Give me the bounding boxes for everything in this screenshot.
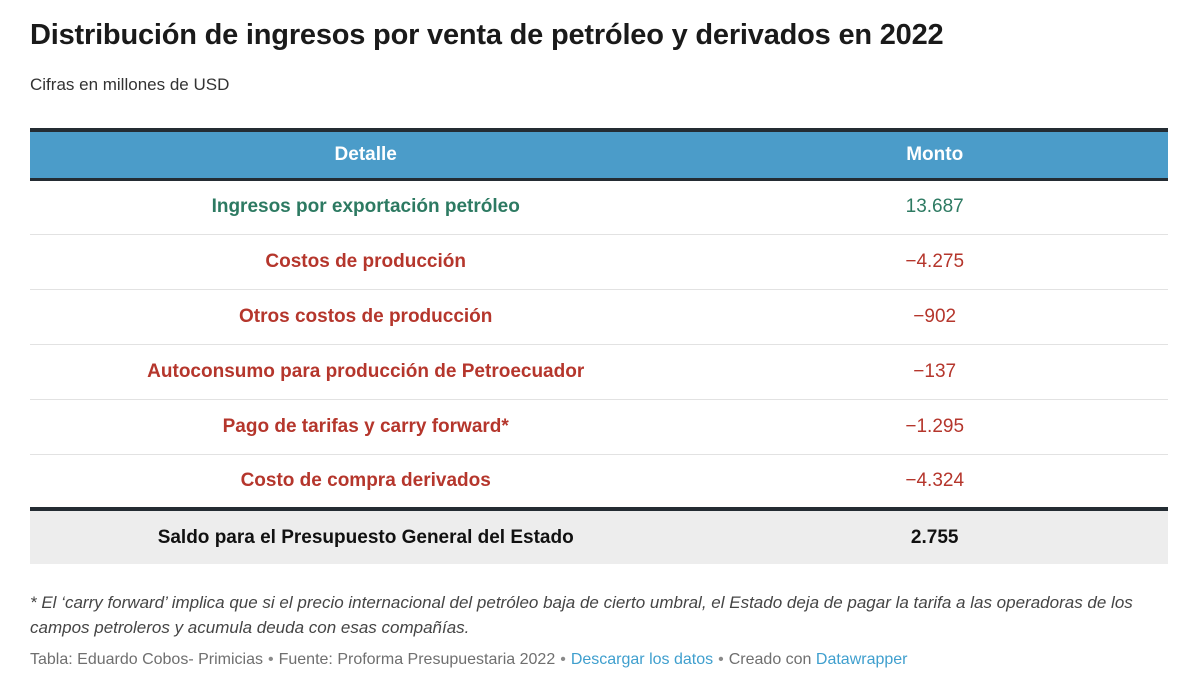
row-value: −4.275 — [701, 234, 1168, 290]
table-row-costo-compra-derivados: Costo de compra derivados −4.324 — [30, 454, 1168, 509]
page-subtitle: Cifras en millones de USD — [30, 75, 230, 95]
row-value: 13.687 — [701, 179, 1168, 235]
column-header-monto: Monto — [701, 130, 1168, 181]
total-row-value: 2.755 — [701, 507, 1168, 565]
footnote: * El ‘carry forward’ implica que si el p… — [30, 593, 1133, 637]
row-value: −137 — [701, 344, 1168, 400]
table-row-costos-produccion: Costos de producción −4.275 — [30, 234, 1168, 290]
column-header-detalle: Detalle — [30, 130, 702, 181]
total-row-label: Saldo para el Presupuesto General del Es… — [30, 507, 702, 565]
table-row-ingresos-exportacion: Ingresos por exportación petróleo 13.687 — [30, 179, 1168, 235]
row-label: Ingresos por exportación petróleo — [30, 179, 702, 235]
table-header-row: Detalle Monto — [30, 130, 1168, 181]
row-label: Costo de compra derivados — [240, 470, 491, 492]
row-label: Pago de tarifas y carry forward* — [30, 399, 702, 455]
download-data-link[interactable]: Descargar los datos — [570, 650, 714, 668]
row-value: −902 — [701, 289, 1168, 345]
separator-dot: • — [560, 650, 566, 668]
revenue-table: Detalle Monto Ingresos por exportación p… — [30, 128, 1168, 565]
page-title: Distribución de ingresos por venta de pe… — [30, 19, 944, 51]
row-value: −4.324 — [905, 470, 965, 492]
created-with-label: Creado con — [728, 650, 812, 668]
table-row-autoconsumo: Autoconsumo para producción de Petroecua… — [30, 344, 1168, 400]
footer-credits: Tabla: Eduardo Cobos- Primicias • Fuente: … — [30, 651, 1168, 669]
source-text: Fuente: Proforma Presupuestaria 2022 — [278, 650, 556, 668]
row-label: Costos de producción — [30, 234, 702, 290]
page: Distribución de ingresos por venta de pe… — [30, 19, 1168, 669]
table-row-total-saldo: Saldo para el Presupuesto General del Es… — [30, 507, 1168, 565]
row-label: Otros costos de producción — [30, 289, 702, 345]
table-row-otros-costos: Otros costos de producción −902 — [30, 289, 1168, 345]
table-row-pago-tarifas: Pago de tarifas y carry forward* −1.295 — [30, 399, 1168, 455]
row-label: Autoconsumo para producción de Petroecua… — [30, 344, 702, 400]
datawrapper-link[interactable]: Datawrapper — [815, 650, 908, 668]
row-value: −1.295 — [701, 399, 1168, 455]
table-credit: Tabla: Eduardo Cobos- Primicias — [30, 650, 263, 668]
separator-dot: • — [268, 650, 274, 668]
separator-dot: • — [718, 650, 724, 668]
